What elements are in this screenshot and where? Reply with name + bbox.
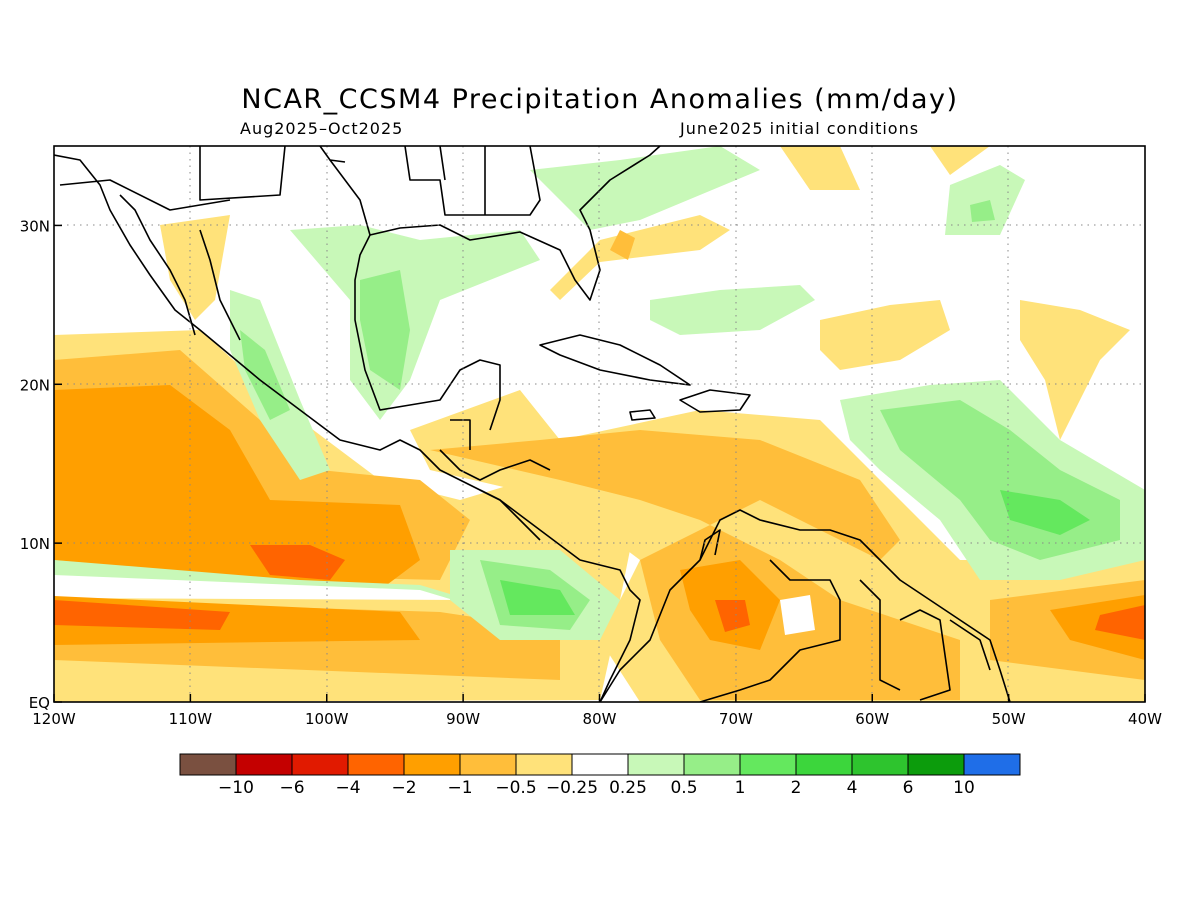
mexico-wet-moderate [240,330,290,420]
colorbar-swatch [963,753,1021,776]
x-tick-label: 110W [169,710,213,728]
gulf-wet-light [290,225,540,420]
x-tick-label: 100W [305,710,349,728]
atlantic-dry-patch-6 [1020,300,1130,440]
colorbar-swatch [627,753,685,776]
map-title: NCAR_CCSM4 Precipitation Anomalies (mm/d… [241,84,959,115]
venezuela-dry-core [715,600,750,632]
pacific-neutral-band [54,575,470,605]
colorbar-label: −10 [218,778,254,798]
x-tick-label: 90W [446,710,480,728]
atlantic-dry-patch-4 [930,146,990,175]
colorbar-swatch [179,753,237,776]
x-tick-label: 50W [992,710,1026,728]
equatorial-dry-core [54,600,230,630]
colorbar-swatch [403,753,461,776]
colorbar-label: 0.5 [670,778,697,798]
colorbar-label: −1 [447,778,472,798]
colorbar-swatch [459,753,517,776]
pacific-dry-core [250,545,345,580]
colorbar-swatch [235,753,293,776]
coastlines [54,146,1011,702]
y-tick-label: 30N [20,217,50,235]
colorbar-label: 2 [791,778,802,798]
atlantic-wet-core [1000,490,1090,535]
y-tick-label: 10N [20,535,50,553]
mid-atlantic-wet-light [945,165,1025,235]
x-tick-label: 120W [32,710,76,728]
gulf-california-dry [160,215,230,320]
panama-wet-pocket [780,595,815,635]
colorbar-swatch [347,753,405,776]
colorbar-label: 1 [735,778,746,798]
colorbar-swatch [907,753,965,776]
colorbar-label: −6 [279,778,304,798]
x-tick-label: 70W [719,710,753,728]
y-tick-label: 20N [20,376,50,394]
colorbar-label: 0.25 [609,778,647,798]
colorbar-swatch [683,753,741,776]
colorbar-swatch [571,753,629,776]
atlantic-dry-core [1095,605,1145,640]
colorbar-label: −2 [391,778,416,798]
x-tick-label: 60W [855,710,889,728]
x-tick-label: 80W [583,710,617,728]
atlantic-dry-patch-2 [610,230,635,260]
colorbar-swatch [739,753,797,776]
colorbar-label: 6 [903,778,914,798]
initial-conditions: June2025 initial conditions [680,119,920,138]
mexico-wet-light [230,290,330,480]
colorbar-label: −4 [335,778,360,798]
colorbar-label: 4 [847,778,858,798]
pacific-wet-core [500,580,575,615]
mid-atlantic-wet-core [970,200,995,222]
florida-wet-light [530,146,760,230]
y-tick-label: EQ [29,694,50,712]
colorbar-label: −0.25 [546,778,598,798]
gulf-wet-moderate [360,270,410,390]
pacific-dry-strong [54,385,420,590]
colorbar-label: −0.5 [495,778,536,798]
atlantic-dry-patch-5 [820,300,950,370]
forecast-period: Aug2025–Oct2025 [240,119,404,138]
x-tick-label: 40W [1128,710,1162,728]
colorbar: −10 −6 −4 −2 −1 −0.5 −0.25 0.25 0.5 1 2 4 6 10 [179,753,1021,798]
atlantic-dry-patch-1 [550,215,730,300]
axis-ticks: 120W 110W 100W 90W 80W 70W 60W 50W 40W EQ 10N 20N 30… [20,217,1162,728]
colorbar-swatch [291,753,349,776]
anomaly-field [54,146,1145,702]
colorbar-swatch [795,753,853,776]
colorbar-swatch [515,753,573,776]
bahamas-wet-light [650,285,815,335]
colorbar-label: 10 [953,778,975,798]
colorbar-swatch [851,753,909,776]
atlantic-dry-patch-3 [780,146,860,190]
